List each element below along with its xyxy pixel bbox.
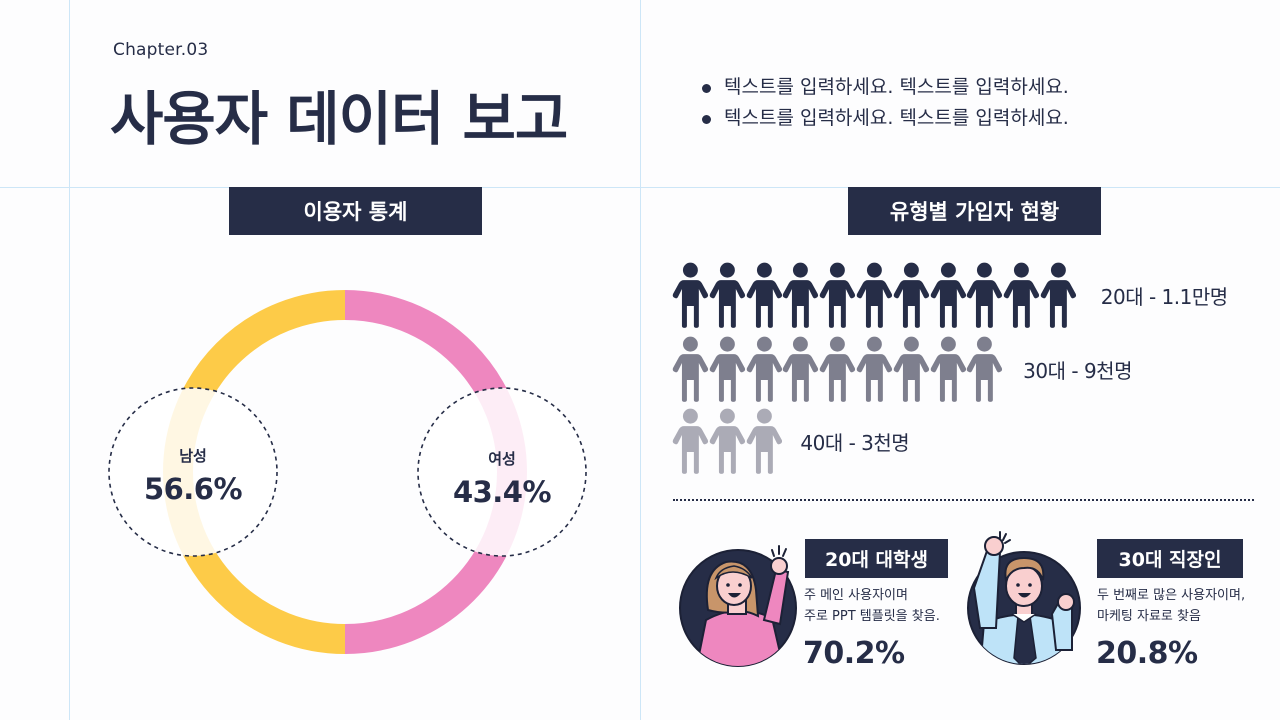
female-label: 여성: [488, 450, 516, 468]
person-icon: [856, 262, 893, 328]
person-icon: [930, 262, 966, 328]
bullet-text: 텍스트를 입력하세요. 텍스트를 입력하세요.: [724, 107, 1069, 129]
profile-percent: 20.8%: [1096, 636, 1198, 671]
male-dashed-circle: [108, 387, 278, 557]
row-label: 30대 - 9천명: [1023, 358, 1132, 383]
person-icon: [1003, 262, 1040, 328]
age-row-20s: 20대 - 1.1만명: [672, 262, 1228, 328]
female-dashed-circle: [417, 387, 587, 557]
desc-line: 두 번째로 많은 사용자이며,: [1097, 588, 1246, 603]
person-icon: [819, 262, 856, 328]
profile-percent: 70.2%: [803, 636, 905, 671]
person-icon: [856, 336, 893, 402]
bullet-dot-icon: [702, 115, 711, 124]
male-stat: 남성 56.6%: [108, 445, 278, 506]
person-icon: [930, 336, 966, 402]
person-icon: [819, 336, 856, 402]
person-icon: [1040, 262, 1077, 328]
desc-line: 마케팅 자료로 찾음: [1097, 609, 1201, 624]
bullet-list: 텍스트를 입력하세요. 텍스트를 입력하세요. 텍스트를 입력하세요. 텍스트를…: [700, 72, 1069, 134]
profile-description: 주 메인 사용자이며 주로 PPT 템플릿을 찾음.: [804, 585, 940, 627]
person-icon: [672, 262, 709, 328]
person-icon: [709, 262, 745, 328]
bullet-item: 텍스트를 입력하세요. 텍스트를 입력하세요.: [700, 72, 1069, 103]
woman-cheering-icon: [676, 540, 806, 674]
row-label: 40대 - 3천명: [800, 430, 910, 455]
person-icon: [893, 336, 929, 402]
age-row-30s: 30대 - 9천명: [672, 336, 1132, 402]
person-icon: [672, 408, 709, 474]
person-icon: [672, 336, 709, 402]
person-icon: [783, 262, 819, 328]
person-icon: [783, 336, 819, 402]
people-icons: [672, 336, 1003, 402]
guide-line-vertical-left: [68, 0, 70, 720]
person-icon: [893, 262, 929, 328]
profile-description: 두 번째로 많은 사용자이며, 마케팅 자료로 찾음: [1097, 585, 1245, 627]
bullet-text: 텍스트를 입력하세요. 텍스트를 입력하세요.: [724, 76, 1069, 98]
person-icon: [709, 408, 745, 474]
person-icon: [967, 336, 1003, 402]
person-icon: [967, 262, 1003, 328]
profile-badge-30s-worker: 30대 직장인: [1097, 539, 1243, 578]
desc-line: 주로 PPT 템플릿을 찾음.: [804, 609, 940, 624]
profile-badge-text: 20대 대학생: [825, 549, 928, 571]
section-title-user-stats: 이용자 통계: [229, 187, 482, 235]
bullet-item: 텍스트를 입력하세요. 텍스트를 입력하세요.: [700, 103, 1069, 134]
profile-badge-text: 30대 직장인: [1118, 549, 1222, 571]
man-cheering-icon: [966, 528, 1086, 674]
section-title-text: 유형별 가입자 현황: [889, 200, 1060, 224]
female-stat: 여성 43.4%: [417, 448, 587, 509]
gender-donut-chart: 남성 56.6% 여성 43.4%: [90, 280, 610, 670]
section-title-signup-by-type: 유형별 가입자 현황: [848, 187, 1101, 235]
desc-line: 주 메인 사용자이며: [804, 588, 908, 603]
guide-line-horizontal: [0, 186, 1280, 188]
person-icon: [746, 408, 782, 474]
people-icons: [672, 262, 1077, 328]
female-value: 43.4%: [452, 475, 552, 509]
person-icon: [709, 336, 745, 402]
age-row-40s: 40대 - 3천명: [672, 408, 910, 474]
dotted-divider: [673, 499, 1254, 501]
person-icon: [746, 262, 782, 328]
chapter-label: Chapter.03: [113, 40, 209, 60]
people-icons: [672, 408, 782, 474]
profile-badge-20s-student: 20대 대학생: [805, 539, 948, 578]
section-title-text: 이용자 통계: [303, 200, 408, 224]
row-label: 20대 - 1.1만명: [1100, 284, 1228, 309]
page-title: 사용자 데이터 보고: [110, 85, 568, 153]
person-icon: [746, 336, 782, 402]
bullet-dot-icon: [702, 84, 711, 93]
male-value: 56.6%: [143, 472, 243, 506]
male-label: 남성: [179, 447, 207, 465]
guide-line-vertical-center: [639, 0, 641, 720]
